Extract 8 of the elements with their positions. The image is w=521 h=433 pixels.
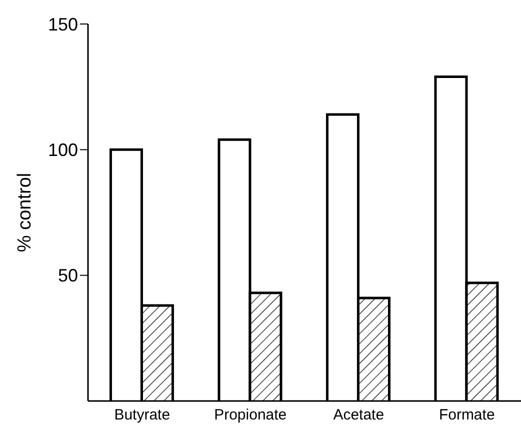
x-tick-label: Acetate [333,406,384,424]
x-tick-label: Butyrate [114,406,170,424]
y-axis-title: % control [14,172,36,252]
x-tick-label: Propionate [214,406,287,424]
x-tick-label: Formate [438,406,495,424]
y-tick-label: 100 [48,140,78,160]
y-tick-label: 50 [58,266,78,286]
y-tick-label: 150 [48,14,78,34]
